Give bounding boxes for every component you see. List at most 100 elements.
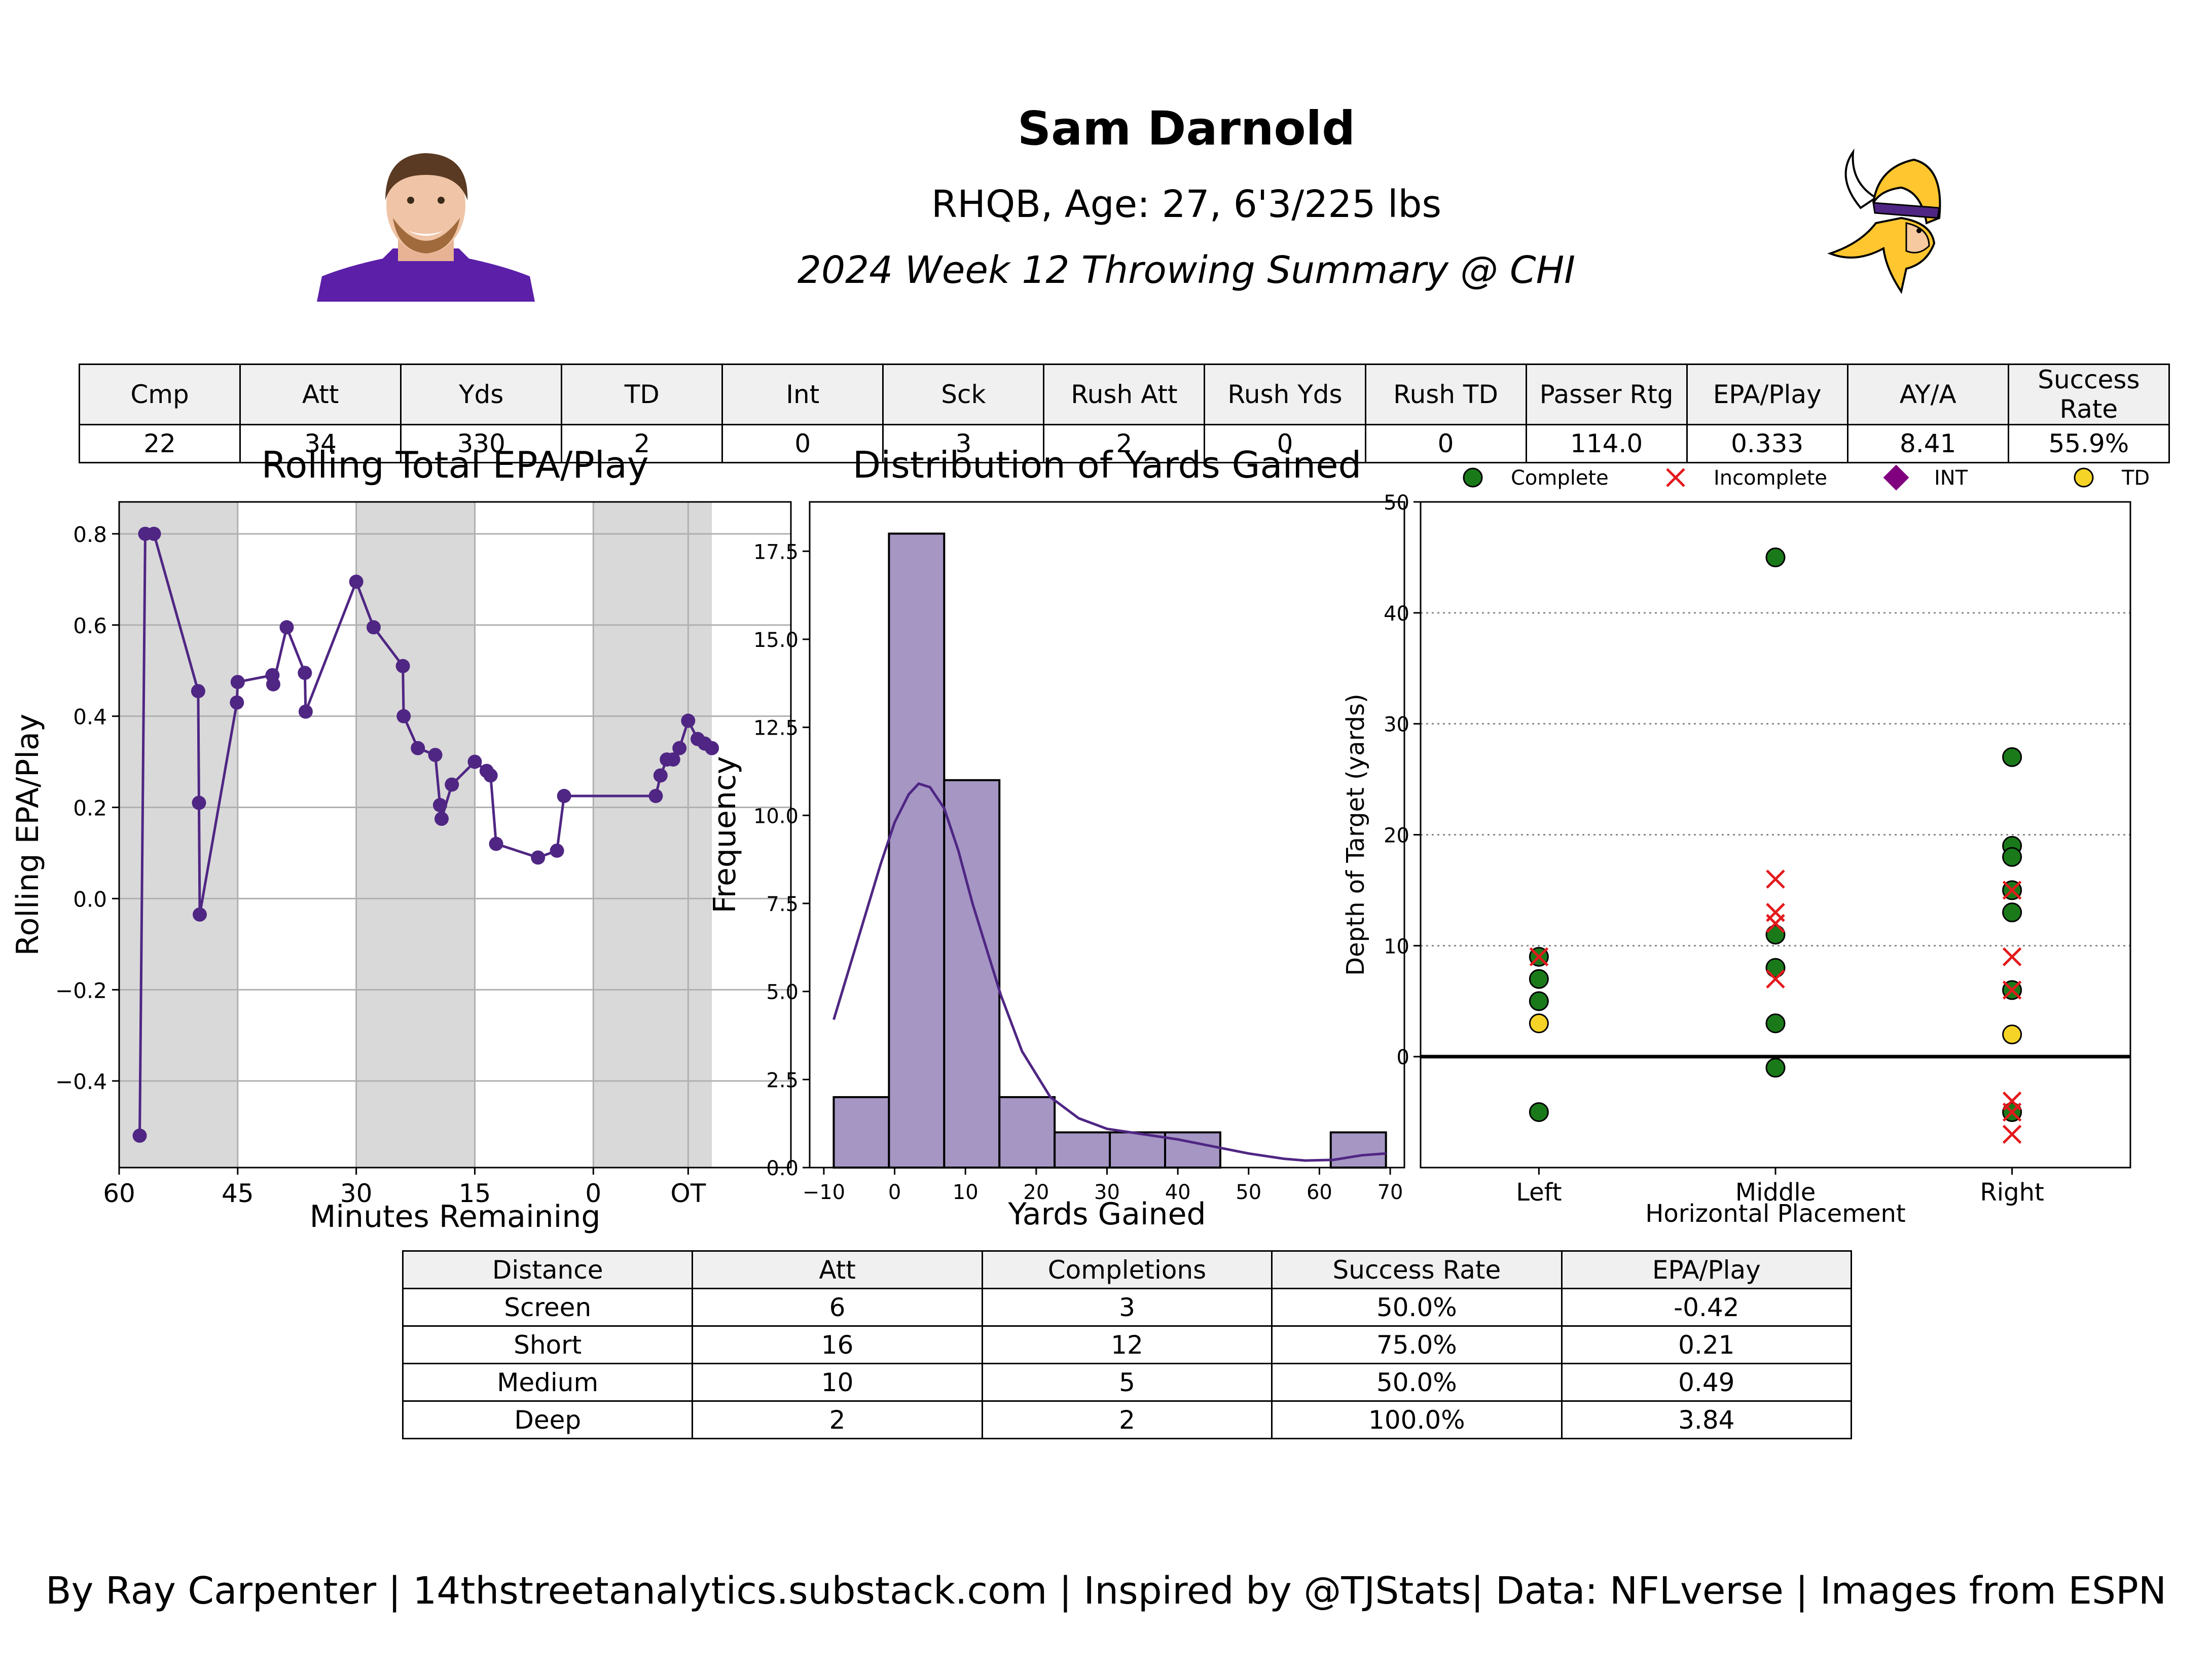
histogram-bar bbox=[832, 1096, 890, 1169]
x-tick-label: 50 bbox=[1236, 1181, 1261, 1204]
complete-marker bbox=[1765, 1058, 1786, 1078]
distance-header-row: Distance Att Completions Success Rate EPA/Pl… bbox=[402, 1250, 1853, 1289]
data-point bbox=[147, 526, 161, 541]
distance-cell: 16 bbox=[692, 1325, 983, 1364]
data-point bbox=[298, 704, 313, 719]
summary-value-cell: 2 bbox=[561, 424, 723, 463]
data-point bbox=[653, 768, 668, 783]
data-point bbox=[191, 684, 205, 699]
y-tick-label: 20 bbox=[1384, 824, 1409, 848]
incomplete-marker bbox=[2002, 1124, 2022, 1144]
legend-incomplete-marker bbox=[1666, 468, 1685, 487]
distance-cell: 10 bbox=[692, 1363, 983, 1402]
y-tick-label: 0 bbox=[1397, 1046, 1409, 1069]
data-point bbox=[648, 789, 663, 804]
summary-value-cell: 55.9% bbox=[2007, 424, 2170, 463]
incomplete-marker bbox=[2002, 981, 2022, 1000]
incomplete-marker bbox=[1766, 969, 1785, 989]
y-tick-label: 0.8 bbox=[73, 522, 107, 547]
distance-cell: 100.0% bbox=[1271, 1400, 1563, 1439]
chart-title: Rolling Total EPA/Play bbox=[261, 446, 648, 486]
td-marker bbox=[2002, 1024, 2022, 1044]
distance-cell: 3.84 bbox=[1561, 1400, 1853, 1439]
distance-cell: Screen bbox=[402, 1288, 694, 1327]
data-point bbox=[349, 574, 364, 589]
y-axis-label: Frequency bbox=[707, 756, 743, 914]
legend-label: TD bbox=[2121, 466, 2150, 490]
histogram-bar bbox=[1054, 1131, 1111, 1169]
data-point bbox=[445, 777, 459, 792]
distance-header-cell: Completions bbox=[981, 1250, 1273, 1289]
plot-frame bbox=[118, 501, 792, 1169]
data-point bbox=[557, 789, 571, 804]
player-name: Sam Darnold bbox=[1017, 101, 1356, 156]
incomplete-marker bbox=[2002, 881, 2022, 900]
complete-marker bbox=[1765, 547, 1786, 567]
distance-cell: 6 bbox=[692, 1288, 983, 1327]
table-row: Screen 6 3 50.0% -0.42 bbox=[402, 1288, 1853, 1327]
complete-marker bbox=[2002, 902, 2022, 923]
summary-header-cell: TD bbox=[561, 364, 723, 425]
y-tick-label: −0.4 bbox=[55, 1069, 107, 1094]
y-tick-label: 7.5 bbox=[766, 893, 799, 916]
quarter-shade bbox=[356, 502, 475, 1168]
x-axis-label: Yards Gained bbox=[1007, 1196, 1206, 1232]
data-point bbox=[266, 677, 280, 692]
data-point bbox=[531, 850, 546, 865]
summary-header-cell: Success Rate bbox=[2007, 364, 2170, 425]
x-tick-label: Left bbox=[1516, 1178, 1562, 1207]
y-tick-label: 0.0 bbox=[766, 1157, 799, 1180]
y-tick-label: 2.5 bbox=[766, 1069, 799, 1092]
data-point bbox=[396, 709, 411, 723]
legend-label: INT bbox=[1934, 466, 1968, 490]
y-tick-label: −0.2 bbox=[55, 978, 107, 1003]
vikings-logo-icon bbox=[1827, 148, 1941, 295]
incomplete-marker bbox=[1766, 869, 1785, 889]
yards-distribution-chart: 0.0 2.5 5.0 7.5 10.0 12.5 15.0 17.5 −10 0 10 20 30 40… bbox=[707, 446, 1405, 1232]
data-point bbox=[193, 907, 207, 922]
x-tick-label: 45 bbox=[222, 1179, 254, 1208]
summary-values-row: 22 34 330 2 0 3 2 0 0 114.0 0.333 8.41 55.9% bbox=[78, 424, 2170, 463]
table-row: Medium 10 5 50.0% 0.49 bbox=[402, 1363, 1853, 1402]
legend-td-marker bbox=[2074, 467, 2094, 488]
density-curve bbox=[832, 782, 1386, 1162]
y-tick-label: 12.5 bbox=[753, 717, 799, 740]
incomplete-marker bbox=[2002, 1102, 2022, 1122]
marker-stroke bbox=[2002, 947, 2022, 966]
x-tick-label: 70 bbox=[1377, 1181, 1403, 1204]
complete-marker bbox=[1529, 991, 1549, 1011]
summary-value-cell: 330 bbox=[400, 424, 563, 463]
summary-header-cell: Passer Rtg bbox=[1525, 364, 1688, 425]
data-point bbox=[705, 741, 719, 755]
y-tick-label: 40 bbox=[1384, 602, 1409, 626]
distance-cell: -0.42 bbox=[1561, 1288, 1853, 1327]
distance-cell: 5 bbox=[981, 1363, 1273, 1402]
marker-stroke bbox=[1766, 914, 1785, 933]
y-tick-label: 10 bbox=[1384, 935, 1409, 958]
marker-stroke bbox=[2002, 1124, 2022, 1144]
distance-cell: 75.0% bbox=[1271, 1325, 1563, 1364]
data-point bbox=[467, 754, 482, 769]
data-point bbox=[230, 695, 244, 710]
rolling-epa-chart: −0.4 −0.2 0.0 0.2 0.4 0.6 0.8 60 45 30 15 0 OT Rollin… bbox=[10, 446, 792, 1235]
td-marker bbox=[1529, 1013, 1549, 1034]
data-point bbox=[681, 713, 696, 728]
incomplete-marker bbox=[1529, 947, 1549, 966]
summary-stats-table: Cmp Att Yds TD Int Sck Rush Att Rush Yds Rush TD… bbox=[78, 364, 2170, 463]
complete-marker bbox=[1765, 924, 1786, 945]
x-tick-label: 15 bbox=[459, 1179, 491, 1208]
summary-header-cell: Rush TD bbox=[1364, 364, 1527, 425]
x-tick-label: Middle bbox=[1735, 1178, 1816, 1207]
summary-value-cell: 0 bbox=[1364, 424, 1527, 463]
distance-cell: 12 bbox=[981, 1325, 1273, 1364]
x-tick-label: 30 bbox=[1094, 1181, 1120, 1204]
y-tick-label: 5.0 bbox=[766, 981, 799, 1004]
y-tick-label: 0.0 bbox=[73, 887, 107, 912]
y-tick-label: 0.2 bbox=[73, 796, 107, 821]
incomplete-marker bbox=[2002, 947, 2022, 966]
data-point bbox=[230, 675, 245, 689]
pass-placement-chart: 0 10 20 30 40 50 Left Middle Right Horizontal Pla… bbox=[1341, 464, 2150, 1228]
data-point bbox=[411, 741, 425, 755]
summary-value-cell: 0 bbox=[1204, 424, 1366, 463]
y-tick-label: 10.0 bbox=[753, 805, 799, 828]
